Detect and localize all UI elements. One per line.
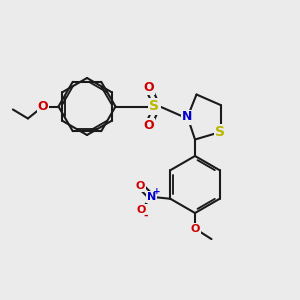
- Text: O: O: [38, 100, 48, 113]
- Text: +: +: [153, 187, 161, 196]
- Text: O: O: [190, 224, 200, 234]
- Text: N: N: [182, 110, 193, 124]
- Text: S: S: [149, 100, 160, 113]
- Text: -: -: [144, 211, 148, 221]
- Text: S: S: [215, 125, 226, 139]
- Text: N: N: [147, 192, 156, 202]
- Text: O: O: [144, 81, 154, 94]
- Text: O: O: [136, 181, 145, 191]
- Text: O: O: [136, 205, 146, 215]
- Text: O: O: [144, 118, 154, 132]
